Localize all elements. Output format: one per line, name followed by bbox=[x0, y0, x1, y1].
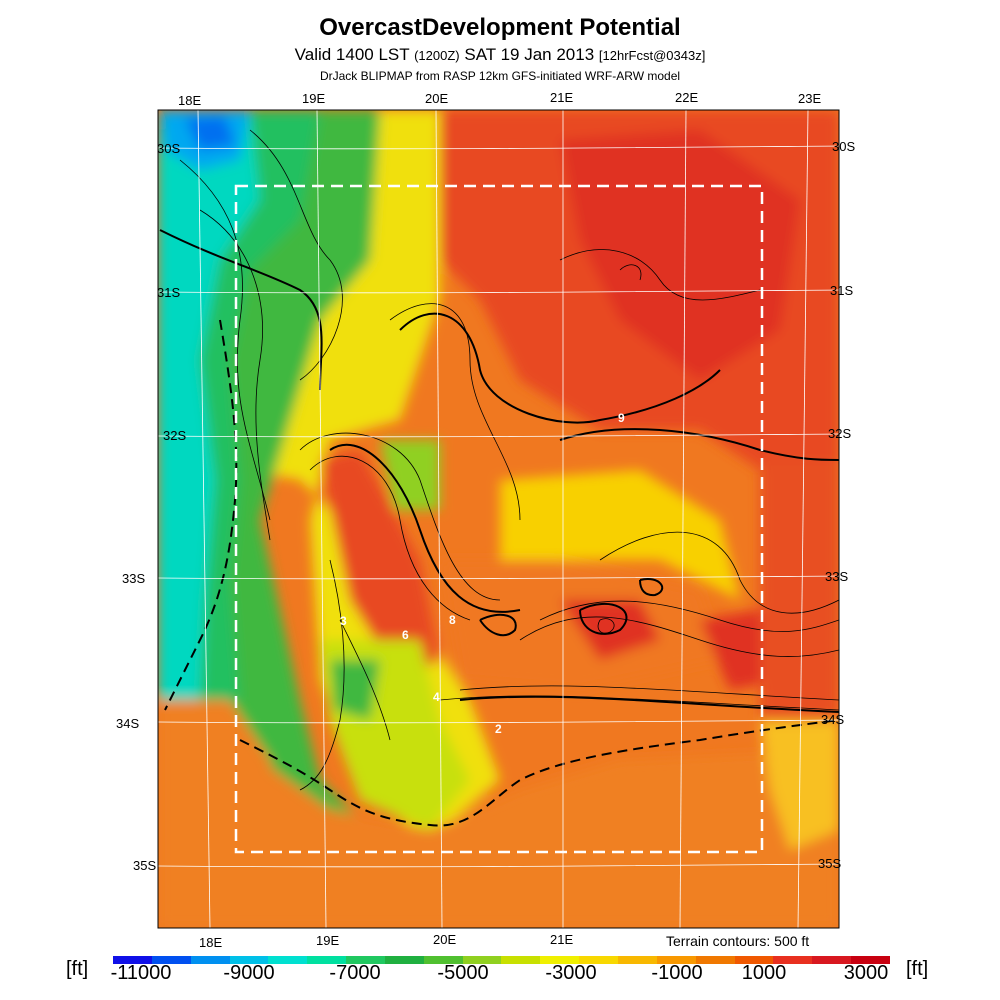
colorbar-swatch bbox=[229, 956, 269, 964]
colorbar-tick-label: 1000 bbox=[741, 962, 787, 984]
zulu-time: (1200Z) bbox=[414, 48, 460, 63]
map-point-label: 6 bbox=[402, 628, 409, 642]
colorbar-swatch bbox=[501, 956, 541, 964]
map-point-label: 4 bbox=[433, 690, 440, 704]
valid-text: Valid 1400 LST bbox=[294, 45, 410, 64]
lat-label-left: 32S bbox=[163, 428, 187, 443]
colorbar-swatch bbox=[656, 956, 696, 964]
lat-label-left: 30S bbox=[157, 141, 181, 156]
forecast-date: SAT 19 Jan 2013 bbox=[464, 45, 595, 64]
colorbar-swatch bbox=[346, 956, 385, 964]
lat-label-right: 35S bbox=[818, 856, 842, 871]
colorbar-tick-label: -11000 bbox=[110, 962, 172, 984]
colorbar-tick-label: -9000 bbox=[223, 962, 275, 984]
colorbar-tick-label: -1000 bbox=[651, 962, 703, 984]
map-point-label: 9 bbox=[618, 411, 625, 425]
colorbar-tick-label: -3000 bbox=[545, 962, 597, 984]
forecast-info: [12hrFcst@0343z] bbox=[598, 48, 706, 63]
colorbar-swatch bbox=[423, 956, 463, 964]
colorbar-swatch bbox=[695, 956, 735, 964]
lat-label-right: 30S bbox=[832, 139, 856, 154]
lat-label-left: 35S bbox=[133, 858, 157, 873]
colorbar-swatch bbox=[773, 956, 813, 964]
lat-label-right: 32S bbox=[828, 426, 852, 441]
map-point-label: 2 bbox=[495, 722, 502, 736]
colorbar-swatch bbox=[812, 956, 852, 964]
lon-label-bottom: 21E bbox=[550, 932, 574, 947]
map-point-label: 3 bbox=[340, 614, 347, 628]
colorbar-swatch bbox=[113, 956, 152, 964]
lat-label-right: 31S bbox=[830, 283, 854, 298]
colorbar-swatch bbox=[851, 956, 890, 964]
lon-label-bottom: 20E bbox=[433, 932, 457, 947]
colorbar-tick-label: 3000 bbox=[843, 962, 889, 984]
colorbar-tick-label: -5000 bbox=[437, 962, 489, 984]
lon-label-top: 18E bbox=[178, 93, 202, 108]
colorbar-unit-left: [ft] bbox=[66, 958, 89, 980]
lat-label-right: 34S bbox=[821, 712, 845, 727]
colorbar-swatch bbox=[384, 956, 424, 964]
colorbar-swatch bbox=[190, 956, 230, 964]
map-point-label: 8 bbox=[449, 613, 456, 627]
colorbar-swatch bbox=[617, 956, 657, 964]
lon-label-top: 21E bbox=[550, 90, 574, 105]
valid-time: Valid 1400 LST (1200Z) SAT 19 Jan 2013 [… bbox=[0, 45, 1000, 65]
colorbar-swatch bbox=[307, 956, 347, 964]
lon-label-bottom: 19E bbox=[316, 933, 340, 948]
terrain-contours-note: Terrain contours: 500 ft bbox=[666, 933, 810, 949]
chart-title: OvercastDevelopment Potential bbox=[319, 14, 681, 41]
lon-label-top: 19E bbox=[302, 91, 326, 106]
colorbar-swatch bbox=[540, 956, 580, 964]
colorbar-swatch bbox=[462, 956, 502, 964]
lat-label-left: 34S bbox=[116, 716, 140, 731]
lon-label-top: 20E bbox=[425, 91, 449, 106]
colorbar-swatch bbox=[268, 956, 308, 964]
colorbar-tick-label: -7000 bbox=[329, 962, 381, 984]
lon-label-bottom: 18E bbox=[199, 935, 223, 950]
map-field bbox=[158, 110, 839, 928]
model-subtitle: DrJack BLIPMAP from RASP 12km GFS-initia… bbox=[319, 69, 681, 83]
colorbar-unit-right: [ft] bbox=[906, 958, 929, 980]
lon-label-top: 23E bbox=[798, 91, 822, 106]
colorbar-swatch bbox=[579, 956, 618, 964]
colorbar-swatch bbox=[734, 956, 774, 964]
lat-label-left: 31S bbox=[157, 285, 181, 300]
lon-label-top: 22E bbox=[675, 90, 699, 105]
lat-label-right: 33S bbox=[825, 569, 849, 584]
colorbar-swatch bbox=[151, 956, 191, 964]
lat-label-left: 33S bbox=[122, 571, 146, 586]
colorbar bbox=[113, 956, 890, 964]
